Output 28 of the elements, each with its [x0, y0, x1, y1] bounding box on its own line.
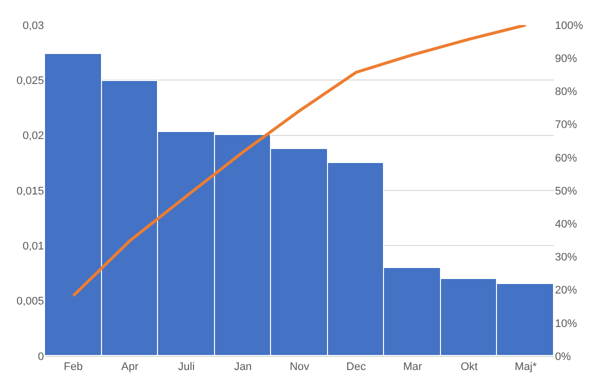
x-tick-label: Dec [346, 361, 366, 374]
line-series [72, 25, 528, 298]
y2-tick-label: 80% [555, 86, 578, 98]
y-tick-label: 0,03 [22, 20, 44, 32]
y2-tick-label: 10% [555, 318, 578, 330]
x-tick-label: Nov [290, 361, 310, 374]
x-tick-label: Apr [121, 361, 139, 374]
y2-tick-label: 60% [555, 152, 578, 164]
x-tick-label: Jan [234, 361, 252, 374]
y2-tick-label: 20% [555, 284, 578, 297]
x-tick-label: Mar [403, 361, 422, 374]
y-tick-label: 0,015 [16, 185, 44, 198]
y2-tick-label: 40% [555, 218, 578, 230]
y2-tick-label: 90% [555, 52, 578, 65]
y2-tick-label: 100% [555, 20, 584, 32]
y-tick-label: 0,01 [22, 240, 44, 253]
x-tick-label: Maj* [514, 361, 538, 374]
y2-tick-label: 0% [555, 350, 572, 363]
y2-tick-label: 50% [555, 185, 578, 198]
y2-tick-label: 30% [555, 252, 578, 264]
y-tick-label: 0,02 [22, 130, 44, 142]
y-tick-label: 0,005 [16, 296, 44, 308]
x-tick-label: Juli [178, 361, 195, 374]
y2-tick-label: 70% [555, 119, 578, 132]
x-tick-label: Okt [460, 361, 478, 374]
y-tick-label: 0,025 [16, 75, 44, 88]
x-tick-label: Feb [64, 361, 83, 374]
y-tick-label: 0 [38, 350, 44, 363]
